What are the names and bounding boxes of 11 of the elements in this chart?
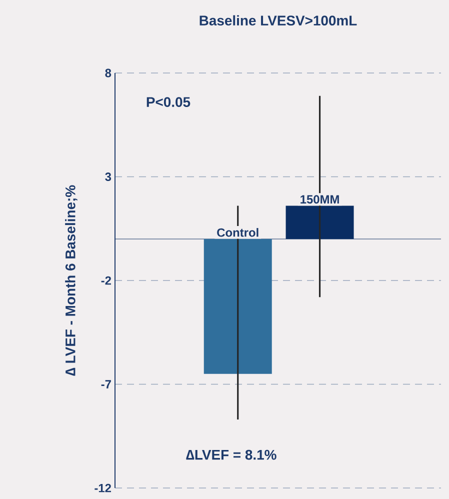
y-tick-label: 8 xyxy=(105,68,112,78)
y-tick-label: 3 xyxy=(105,172,112,181)
chart-title: Baseline LVESV>100mL xyxy=(200,15,357,26)
x-tick-label: 150MM xyxy=(300,195,339,204)
y-tick-label: -12 xyxy=(94,484,111,492)
annotation: ∆LVEF = 8.1% xyxy=(186,450,276,460)
y-tick-label: -2 xyxy=(101,276,112,285)
x-tick-label: Control xyxy=(217,228,258,237)
y-axis-title: ∆ LVEF - Month 6 Baseline;% xyxy=(65,185,78,376)
annotation: P<0.05 xyxy=(146,97,190,107)
y-tick-label: -7 xyxy=(101,380,111,388)
